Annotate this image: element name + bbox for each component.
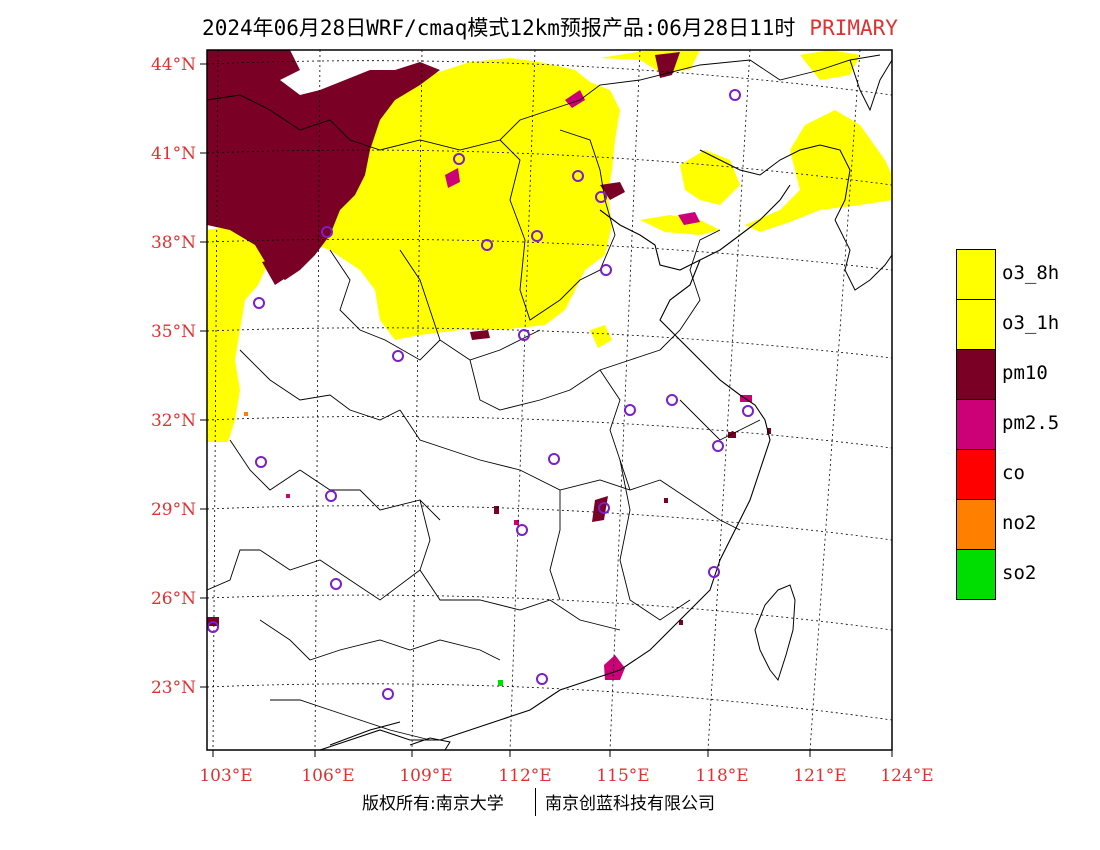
lon-label-112: 112°E xyxy=(498,766,552,786)
city-marker xyxy=(712,440,724,452)
city-marker xyxy=(392,350,404,362)
lon-label-124: 124°E xyxy=(880,766,934,786)
city-marker xyxy=(330,578,342,590)
legend-swatch xyxy=(956,399,996,450)
pm10-patch-fujian xyxy=(679,620,683,625)
legend-label: o3_8h xyxy=(1002,262,1060,284)
city-marker xyxy=(536,673,548,685)
lat-label-32: 32°N xyxy=(150,411,196,431)
taiwan-island xyxy=(754,584,796,682)
coastline-liaodong xyxy=(699,144,851,221)
lon-label-106: 106°E xyxy=(301,766,355,786)
lat-label-23: 23°N xyxy=(150,678,196,698)
legend-swatch xyxy=(956,249,996,300)
o3-region-west xyxy=(207,225,270,442)
pm10-region-patch1 xyxy=(262,258,290,285)
legend-label: pm2.5 xyxy=(1002,412,1060,434)
boundary-line xyxy=(329,721,401,746)
city-marker xyxy=(255,456,267,468)
graticule xyxy=(207,50,892,750)
axis-ticks xyxy=(200,63,893,757)
pm10-region-patch4 xyxy=(600,182,625,200)
pm10-patch-anhui xyxy=(728,432,736,438)
legend-label: o3_1h xyxy=(1002,312,1060,334)
lat-label-29: 29°N xyxy=(150,500,196,520)
pm25-patch-yunnan xyxy=(286,494,290,498)
city-marker xyxy=(325,490,337,502)
legend-swatch xyxy=(956,349,996,400)
legend-label: so2 xyxy=(1002,562,1037,584)
city-marker xyxy=(595,191,607,203)
pm10-region-patch5 xyxy=(470,330,490,340)
city-marker xyxy=(516,524,528,536)
lon-label-115: 115°E xyxy=(596,766,650,786)
lat-label-26: 26°N xyxy=(150,589,196,609)
city-marker xyxy=(729,89,741,101)
lat-label-35: 35°N xyxy=(150,322,196,342)
title-text: 2024年06月28日WRF/cmaq模式12km预报产品:06月28日11时 xyxy=(202,16,796,40)
lon-label-109: 109°E xyxy=(399,766,453,786)
city-marker xyxy=(548,453,560,465)
hainan-island xyxy=(409,737,451,750)
map-title: 2024年06月28日WRF/cmaq模式12km预报产品:06月28日11时 P… xyxy=(0,12,1100,42)
city-marker xyxy=(382,688,394,700)
o3-region-bohai xyxy=(640,215,720,235)
city-marker xyxy=(598,502,610,514)
copyright-left: 版权所有:南京大学 xyxy=(362,794,504,814)
o3-region-liaodong xyxy=(680,150,740,205)
map-frame xyxy=(206,49,893,751)
o3-region-fareast xyxy=(800,50,860,80)
city-markers xyxy=(207,89,754,700)
legend-label: co xyxy=(1002,462,1025,484)
pm25-patch-hubei xyxy=(514,520,519,525)
copyright-right: 南京创蓝科技有限公司 xyxy=(545,794,715,814)
o3-region-shandong-patch xyxy=(590,325,612,348)
city-marker xyxy=(518,329,530,341)
legend-label: pm10 xyxy=(1002,362,1048,384)
city-marker xyxy=(572,170,584,182)
pm25-region-hebei xyxy=(678,212,700,225)
pm10-patch-hunan xyxy=(494,506,499,514)
city-marker xyxy=(666,394,678,406)
city-marker xyxy=(531,230,543,242)
pm10-patch-jiangxi xyxy=(664,498,668,503)
lat-label-44: 44°N xyxy=(150,55,196,75)
so2-patch xyxy=(498,680,503,686)
primary-tag: PRIMARY xyxy=(809,16,898,40)
pm10-patch-zhejiang xyxy=(767,428,771,434)
legend-swatch xyxy=(956,549,996,600)
pm25-region-guangdong xyxy=(604,655,625,680)
city-marker xyxy=(321,226,333,238)
lon-label-121: 121°E xyxy=(793,766,847,786)
legend-swatch xyxy=(956,299,996,350)
pm25-region-beijing xyxy=(445,168,460,188)
legend-swatch xyxy=(956,449,996,500)
coastline-northeast xyxy=(849,59,892,112)
pm10-region-patch2 xyxy=(655,52,680,78)
city-marker xyxy=(481,239,493,251)
city-marker xyxy=(253,297,265,309)
legend-swatch xyxy=(956,499,996,550)
city-marker xyxy=(742,405,754,417)
coastline xyxy=(319,184,791,750)
lat-label-41: 41°N xyxy=(150,144,196,164)
lat-label-38: 38°N xyxy=(150,233,196,253)
footer-divider xyxy=(535,788,536,816)
no2-patch xyxy=(244,412,248,416)
legend-label: no2 xyxy=(1002,512,1037,534)
o3-region-korea-sea xyxy=(745,110,892,232)
coastline-korea xyxy=(834,219,892,291)
province-boundaries xyxy=(207,54,881,741)
city-marker xyxy=(708,566,720,578)
city-marker xyxy=(207,621,219,633)
lon-label-103: 103°E xyxy=(199,766,253,786)
city-marker xyxy=(453,153,465,165)
city-marker xyxy=(624,404,636,416)
lon-label-118: 118°E xyxy=(695,766,749,786)
city-marker xyxy=(600,264,612,276)
